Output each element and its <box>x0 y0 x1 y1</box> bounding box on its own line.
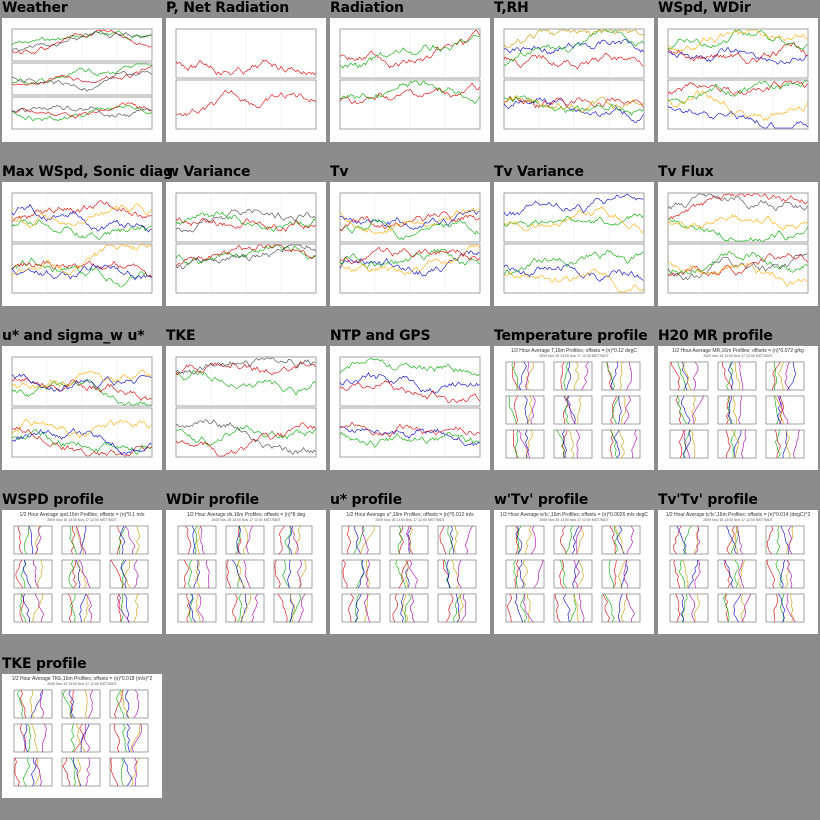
plot-tile[interactable]: Tv <box>328 164 492 328</box>
plot-tile[interactable]: Weather <box>0 0 164 164</box>
plot-tile[interactable]: u* profile 1/2 Hour Average u*,16m Profil… <box>328 492 492 656</box>
plot-tile[interactable]: P, Net Radiation <box>164 0 328 164</box>
profile-subcaption: 2009 Nov 15 13:00 Nov 17 12:00 MST7MDT <box>539 518 609 522</box>
profile-subcaption: 2009 Nov 15 13:00 Nov 17 12:00 MST7MDT <box>539 354 609 358</box>
plot-tile-title[interactable]: Radiation <box>330 0 404 16</box>
profile-caption: 1/2 Hour Average spd,16m Profiles; offse… <box>19 512 145 518</box>
plot-tile-title[interactable]: w'Tv' profile <box>494 492 589 508</box>
profile-subcaption: 2009 Nov 15 13:00 Nov 17 12:00 MST7MDT <box>47 518 117 522</box>
plot-thumbnail[interactable] <box>658 182 818 306</box>
plot-thumbnail[interactable] <box>166 346 326 470</box>
plot-tile-title[interactable]: WDir profile <box>166 492 259 508</box>
plot-tile[interactable]: Tv Variance <box>492 164 656 328</box>
profile-subcaption: 2009 Nov 15 13:00 Nov 17 12:00 MST7MDT <box>375 518 445 522</box>
plot-tile-title[interactable]: Tv Flux <box>658 164 714 180</box>
profile-caption: 1/2 Hour Average T,16m Profiles; offsets… <box>511 348 637 354</box>
plot-thumbnail[interactable]: 1/2 Hour Average tc'tc',16m Profiles; of… <box>658 510 818 634</box>
plot-tile[interactable]: H20 MR profile 1/2 Hour Average MR,16m Pr… <box>656 328 820 492</box>
plot-tile-title[interactable]: u* and sigma_w u* <box>2 328 145 344</box>
plot-tile[interactable]: w Variance <box>164 164 328 328</box>
plot-thumbnail[interactable] <box>2 346 162 470</box>
plot-tile-title[interactable]: w Variance <box>166 164 251 180</box>
plot-tile-title[interactable]: T,RH <box>494 0 529 16</box>
profile-caption: 1/2 Hour Average u*,16m Profiles; offset… <box>346 512 474 518</box>
plot-tile[interactable]: T,RH <box>492 0 656 164</box>
plot-thumbnail[interactable]: 1/2 Hour Average w'tc',16m Profiles; off… <box>494 510 654 634</box>
plot-thumbnail[interactable] <box>330 18 490 142</box>
profile-subcaption: 2009 Nov 15 13:00 Nov 17 12:00 MST7MDT <box>703 518 773 522</box>
plot-tile-title[interactable]: u* profile <box>330 492 402 508</box>
plot-tile[interactable]: WSPD profile 1/2 Hour Average spd,16m Pro… <box>0 492 164 656</box>
profile-subcaption: 2009 Nov 15 13:00 Nov 17 12:00 MST7MDT <box>47 682 117 686</box>
plot-thumbnail[interactable] <box>494 18 654 142</box>
plot-tile-title[interactable]: H20 MR profile <box>658 328 773 344</box>
profile-caption: 1/2 Hour Average w'tc',16m Profiles; off… <box>500 512 648 518</box>
plot-tile[interactable]: TKE profile 1/2 Hour Average TKE,16m Prof… <box>0 656 164 820</box>
plot-tile-title[interactable]: Tv Variance <box>494 164 584 180</box>
plot-thumbnail[interactable]: 1/2 Hour Average u*,16m Profiles; offset… <box>330 510 490 634</box>
plot-thumbnail[interactable] <box>2 182 162 306</box>
plot-tile[interactable]: Tv'Tv' profile 1/2 Hour Average tc'tc',16… <box>656 492 820 656</box>
plot-thumbnail[interactable]: 1/2 Hour Average TKE,16m Profiles; offse… <box>2 674 162 798</box>
plot-tile-title[interactable]: WSpd, WDir <box>658 0 751 16</box>
plot-tile-title[interactable]: Max WSpd, Sonic diag <box>2 164 173 180</box>
plot-thumbnail[interactable] <box>658 18 818 142</box>
plot-tile[interactable]: NTP and GPS <box>328 328 492 492</box>
plot-tile-title[interactable]: TKE <box>166 328 196 344</box>
plot-tile[interactable]: Max WSpd, Sonic diag <box>0 164 173 328</box>
plot-thumbnail[interactable]: 1/2 Hour Average MR,16m Profiles; offset… <box>658 346 818 470</box>
plot-tile-title[interactable]: NTP and GPS <box>330 328 431 344</box>
profile-caption: 1/2 Hour Average MR,16m Profiles; offset… <box>672 348 804 354</box>
plot-tile-title[interactable]: Tv'Tv' profile <box>658 492 758 508</box>
plot-tile[interactable]: u* and sigma_w u* <box>0 328 164 492</box>
plot-tile-title[interactable]: TKE profile <box>2 656 87 672</box>
profile-caption: 1/2 Hour Average tc'tc',16m Profiles; of… <box>666 512 811 518</box>
plot-thumbnail[interactable]: 1/2 Hour Average spd,16m Profiles; offse… <box>2 510 162 634</box>
plot-thumbnail[interactable] <box>2 18 162 142</box>
plot-thumbnail[interactable] <box>166 182 326 306</box>
profile-caption: 1/2 Hour Average TKE,16m Profiles; offse… <box>12 676 153 682</box>
plot-tile[interactable]: WDir profile 1/2 Hour Average dir,16m Pro… <box>164 492 328 656</box>
plot-thumbnail[interactable] <box>166 18 326 142</box>
plot-tile[interactable]: Radiation <box>328 0 492 164</box>
plot-tile-title[interactable]: Tv <box>330 164 349 180</box>
plot-tile-title[interactable]: Temperature profile <box>494 328 648 344</box>
profile-caption: 1/2 Hour Average dir,16m Profiles; offse… <box>187 512 306 518</box>
plot-thumbnail[interactable] <box>494 182 654 306</box>
profile-subcaption: 2009 Nov 15 13:00 Nov 17 12:00 MST7MDT <box>211 518 281 522</box>
plot-thumbnail[interactable]: 1/2 Hour Average dir,16m Profiles; offse… <box>166 510 326 634</box>
plot-tile[interactable]: WSpd, WDir <box>656 0 820 164</box>
plot-thumbnail[interactable] <box>330 346 490 470</box>
plot-thumbnail[interactable] <box>330 182 490 306</box>
plot-thumbnail[interactable]: 1/2 Hour Average T,16m Profiles; offsets… <box>494 346 654 470</box>
plot-tile-title[interactable]: WSPD profile <box>2 492 104 508</box>
plot-tile[interactable]: Temperature profile 1/2 Hour Average T,16… <box>492 328 656 492</box>
plot-tile[interactable]: Tv Flux <box>656 164 820 328</box>
plot-tile-title[interactable]: P, Net Radiation <box>166 0 290 16</box>
plot-tile[interactable]: w'Tv' profile 1/2 Hour Average w'tc',16m … <box>492 492 656 656</box>
plot-tile[interactable]: TKE <box>164 328 328 492</box>
plot-tile-title[interactable]: Weather <box>2 0 68 16</box>
profile-subcaption: 2009 Nov 15 13:00 Nov 17 12:00 MST7MDT <box>703 354 773 358</box>
